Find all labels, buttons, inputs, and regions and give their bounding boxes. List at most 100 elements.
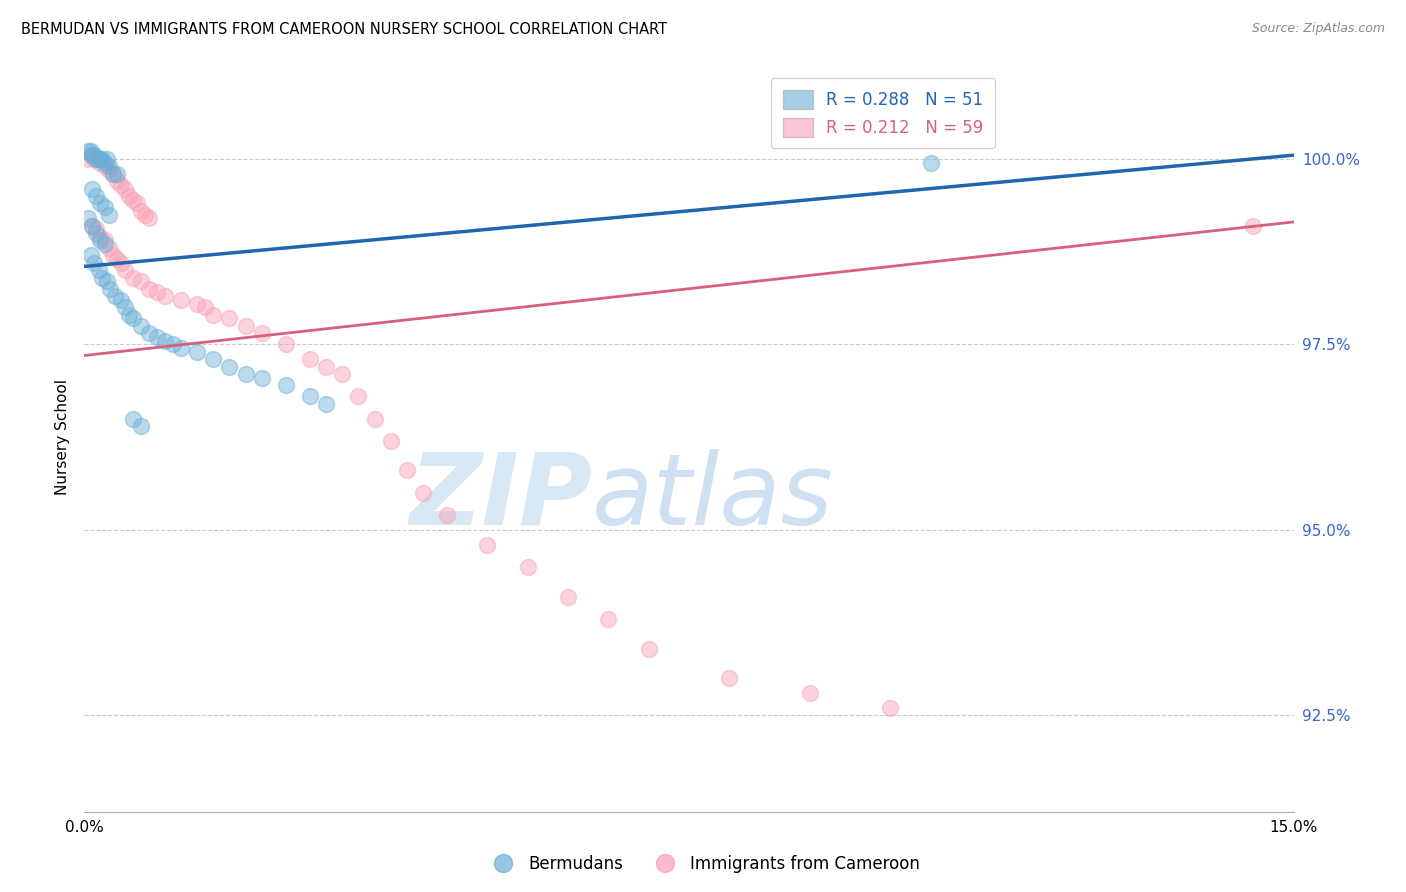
Point	[83, 148, 105, 162]
Point	[93, 155, 115, 169]
Point	[250, 370, 273, 384]
Point	[86, 189, 108, 203]
Point	[110, 178, 132, 192]
Point	[315, 397, 337, 411]
Y-axis label: Nursery School: Nursery School	[55, 379, 70, 495]
Point	[82, 219, 104, 233]
Point	[98, 282, 121, 296]
Text: Source: ZipAtlas.com: Source: ZipAtlas.com	[1251, 22, 1385, 36]
Point	[82, 148, 104, 162]
Point	[170, 293, 193, 307]
Point	[125, 196, 148, 211]
Point	[202, 352, 225, 367]
Point	[121, 411, 143, 425]
Point	[82, 219, 104, 233]
Point	[83, 256, 105, 270]
Legend: R = 0.288   N = 51, R = 0.212   N = 59: R = 0.288 N = 51, R = 0.212 N = 59	[770, 78, 995, 148]
Point	[138, 282, 160, 296]
Point	[89, 234, 111, 248]
Point	[77, 211, 100, 226]
Point	[105, 174, 128, 188]
Point	[436, 508, 458, 522]
Point	[153, 289, 176, 303]
Point	[93, 200, 115, 214]
Point	[87, 152, 110, 166]
Point	[80, 145, 103, 159]
Point	[97, 159, 120, 173]
Point	[114, 181, 136, 195]
Point	[121, 311, 143, 326]
Point	[77, 145, 100, 159]
Text: BERMUDAN VS IMMIGRANTS FROM CAMEROON NURSERY SCHOOL CORRELATION CHART: BERMUDAN VS IMMIGRANTS FROM CAMEROON NUR…	[21, 22, 668, 37]
Point	[637, 641, 659, 656]
Point	[186, 344, 208, 359]
Point	[202, 308, 225, 322]
Point	[96, 274, 118, 288]
Point	[101, 248, 124, 262]
Text: atlas: atlas	[592, 449, 834, 546]
Point	[104, 289, 127, 303]
Point	[146, 285, 169, 300]
Point	[330, 367, 353, 381]
Point	[89, 196, 111, 211]
Point	[250, 326, 273, 341]
Point	[121, 193, 143, 207]
Point	[82, 148, 104, 162]
Point	[93, 237, 115, 252]
Point	[110, 293, 132, 307]
Point	[97, 207, 120, 221]
Point	[380, 434, 402, 448]
Point	[91, 270, 114, 285]
Point	[118, 308, 141, 322]
Point	[274, 337, 297, 351]
Point	[87, 263, 110, 277]
Point	[89, 155, 111, 169]
Point	[110, 256, 132, 270]
Point	[80, 148, 103, 162]
Point	[114, 300, 136, 314]
Point	[105, 167, 128, 181]
Point	[114, 263, 136, 277]
Point	[186, 296, 208, 310]
Point	[718, 671, 741, 685]
Point	[146, 330, 169, 344]
Point	[101, 167, 124, 181]
Point	[299, 352, 322, 367]
Point	[97, 163, 120, 178]
Point	[86, 152, 108, 166]
Point	[138, 211, 160, 226]
Point	[557, 590, 579, 604]
Point	[477, 538, 499, 552]
Point	[134, 207, 156, 221]
Point	[235, 318, 257, 333]
Point	[129, 274, 152, 288]
Point	[315, 359, 337, 374]
Point	[516, 560, 538, 574]
Point	[235, 367, 257, 381]
Point	[105, 252, 128, 266]
Point	[118, 189, 141, 203]
Point	[96, 152, 118, 166]
Point	[77, 152, 100, 166]
Point	[101, 167, 124, 181]
Point	[86, 226, 108, 240]
Point	[879, 701, 901, 715]
Point	[129, 318, 152, 333]
Point	[91, 152, 114, 166]
Point	[598, 612, 620, 626]
Point	[153, 334, 176, 348]
Point	[87, 152, 110, 166]
Point	[363, 411, 385, 425]
Point	[412, 485, 434, 500]
Point	[82, 181, 104, 195]
Legend: Bermudans, Immigrants from Cameroon: Bermudans, Immigrants from Cameroon	[479, 848, 927, 880]
Point	[347, 389, 370, 403]
Point	[920, 155, 942, 169]
Point	[80, 248, 103, 262]
Point	[89, 229, 111, 244]
Text: ZIP: ZIP	[409, 449, 592, 546]
Point	[86, 152, 108, 166]
Point	[83, 152, 105, 166]
Point	[93, 159, 115, 173]
Point	[162, 337, 184, 351]
